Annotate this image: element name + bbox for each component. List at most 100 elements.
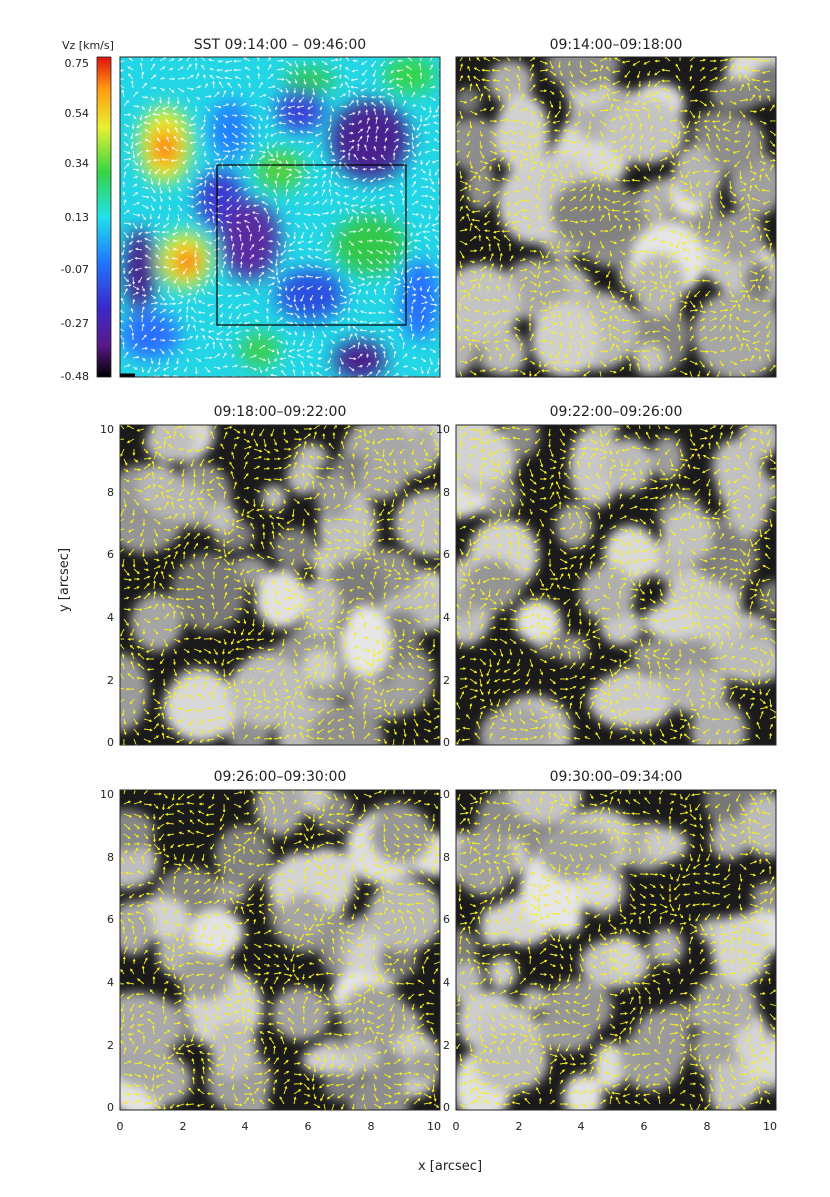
flow-vector	[599, 349, 609, 353]
flow-vector	[303, 899, 310, 905]
flow-vector	[340, 482, 345, 490]
flow-vector	[143, 728, 153, 732]
flow-vector	[338, 161, 342, 170]
flow-vector	[294, 222, 301, 228]
flow-vector	[153, 628, 159, 635]
flow-vector	[368, 591, 375, 600]
flow-vector	[669, 493, 673, 500]
flow-vector	[433, 528, 438, 536]
flow-vector	[355, 298, 359, 305]
flow-vector	[122, 180, 126, 188]
flow-vector	[559, 230, 567, 238]
flow-vector	[177, 728, 185, 735]
flow-vector	[249, 91, 255, 98]
flow-vector	[357, 353, 363, 359]
flow-vector	[303, 886, 308, 895]
flow-vector	[704, 239, 711, 243]
flow-vector	[361, 60, 368, 65]
flow-vector	[459, 548, 464, 556]
flow-vector	[363, 694, 368, 700]
flow-vector	[433, 792, 440, 796]
flow-vector	[230, 470, 235, 480]
flow-vector	[413, 478, 423, 483]
flow-vector	[198, 718, 205, 726]
flow-vector	[132, 708, 136, 715]
granule	[710, 77, 763, 111]
flow-vector	[648, 528, 652, 536]
flow-vector	[177, 793, 185, 801]
flow-vector	[313, 881, 322, 885]
flow-vector	[729, 75, 734, 82]
flow-vector	[200, 488, 205, 494]
flow-vector	[323, 553, 329, 560]
flow-vector	[275, 516, 285, 520]
flow-vector	[438, 294, 440, 301]
flow-vector	[290, 150, 296, 155]
flow-vector	[123, 171, 127, 179]
flow-vector	[489, 130, 498, 136]
flow-vector	[276, 59, 285, 63]
flow-vector	[168, 195, 172, 201]
flow-vector	[347, 576, 355, 580]
flow-vector	[138, 883, 145, 887]
flow-vector	[459, 345, 465, 352]
flow-vector	[288, 348, 296, 353]
flow-vector	[279, 357, 287, 361]
flow-vector	[669, 588, 676, 597]
flow-vector	[233, 176, 242, 180]
panel-title: 09:14:00–09:18:00	[550, 37, 683, 53]
flow-vector	[591, 494, 601, 500]
flow-vector	[739, 250, 743, 259]
flow-vector	[654, 538, 661, 547]
flow-vector	[265, 123, 269, 129]
flow-vector	[168, 328, 175, 332]
flow-vector	[716, 180, 721, 189]
flow-vector	[659, 250, 663, 257]
flow-vector	[153, 590, 157, 600]
flow-vector	[766, 428, 771, 436]
flow-vector	[323, 893, 329, 899]
flow-vector	[141, 82, 148, 89]
flow-vector	[589, 320, 598, 326]
flow-vector	[399, 448, 405, 455]
flow-vector	[213, 114, 219, 121]
flow-vector	[619, 473, 627, 480]
flow-vector	[314, 276, 323, 280]
flow-vector	[539, 708, 549, 713]
flow-vector	[182, 240, 188, 246]
colorbar-tick: 0.13	[65, 211, 90, 224]
flow-vector	[177, 308, 182, 314]
flow-vector	[181, 478, 185, 488]
flow-vector	[749, 437, 757, 441]
flow-vector	[266, 298, 270, 305]
granule	[743, 261, 775, 301]
flow-vector	[493, 678, 501, 683]
flow-vector	[669, 183, 674, 192]
flow-vector	[709, 77, 719, 82]
flow-vector	[403, 718, 407, 726]
flow-vector	[496, 533, 501, 540]
panel-frame	[119, 56, 441, 378]
flow-vector	[739, 188, 747, 192]
flow-vector	[303, 852, 310, 856]
flow-vector	[474, 187, 481, 192]
flow-vector	[469, 528, 476, 533]
flow-vector	[709, 573, 716, 580]
flow-vector	[725, 702, 731, 710]
flow-vector	[659, 618, 668, 623]
flow-vector	[403, 458, 406, 465]
flow-vector	[413, 498, 417, 506]
flow-vector	[538, 360, 542, 368]
flow-vector	[199, 738, 205, 743]
flow-vector	[276, 348, 280, 355]
flow-vector	[691, 738, 701, 743]
flow-vector	[328, 188, 332, 197]
flow-vector	[370, 186, 377, 194]
flow-vector	[130, 132, 134, 140]
flow-vector	[437, 357, 440, 366]
flow-vector	[170, 267, 179, 271]
flow-vector	[459, 538, 465, 542]
flow-vector	[335, 258, 341, 264]
flow-vector	[303, 192, 308, 197]
flow-vector	[273, 188, 278, 197]
